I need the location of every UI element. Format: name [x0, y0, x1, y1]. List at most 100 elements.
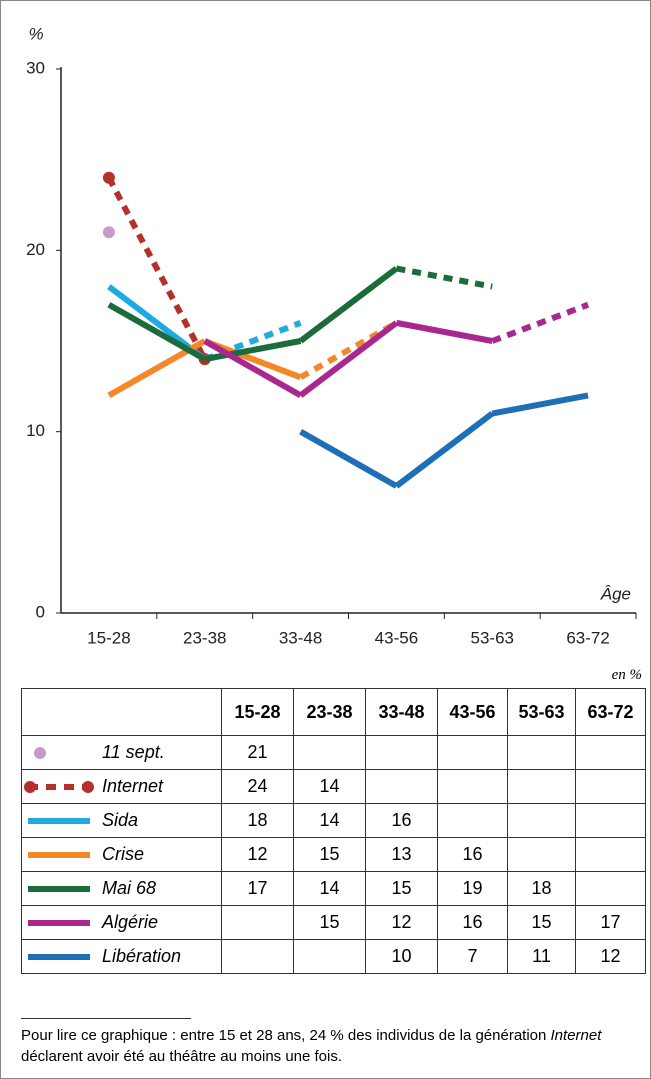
value-cell: 16 — [365, 803, 438, 838]
value-cell: 16 — [437, 837, 508, 872]
legend-swatch — [24, 781, 94, 794]
value-cell — [293, 939, 366, 974]
series-cell: Libération — [21, 939, 222, 974]
series-name: Crise — [102, 843, 145, 864]
table-row: Algérie 15 12 16 15 17 — [21, 905, 646, 940]
value-cell: 15 — [293, 905, 366, 940]
legend-swatch — [34, 747, 46, 760]
footnote: Pour lire ce graphique : entre 15 et 28 … — [21, 1025, 641, 1067]
value-cell: 17 — [221, 871, 294, 906]
line-segment — [299, 320, 398, 380]
value-cell: 24 — [221, 769, 294, 804]
legend-swatch — [28, 852, 90, 859]
table-row: Libération 10 7 11 12 — [21, 939, 646, 974]
table-header: 15-28 23-38 33-48 43-56 53-63 63-72 — [21, 688, 646, 736]
series-name: Mai 68 — [102, 877, 157, 898]
data-table: 15-28 23-38 33-48 43-56 53-63 63-72 11 sept. 2… — [21, 688, 646, 974]
x-tick-label: 53-63 — [471, 628, 514, 647]
header-cell: 63-72 — [575, 688, 646, 736]
value-cell: 13 — [365, 837, 438, 872]
chart: % Âge 0 10 20 30 15-28 23-38 33-48 43-56 53-63 63… — [26, 24, 637, 647]
series-name: 11 sept. — [102, 741, 165, 762]
value-cell: 15 — [365, 871, 438, 906]
swatch-marker — [24, 781, 36, 794]
series-cell: Algérie — [21, 905, 222, 940]
value-cell — [507, 837, 576, 872]
y-tick-label: 0 — [36, 602, 45, 621]
marker — [102, 226, 115, 239]
x-tick-label: 33-48 — [279, 628, 322, 647]
value-cell — [221, 939, 294, 974]
table-row: Internet 24 14 — [21, 769, 646, 804]
value-cell — [575, 735, 646, 770]
value-cell — [437, 769, 508, 804]
line-segment — [394, 411, 495, 489]
value-cell — [575, 769, 646, 804]
value-cell — [221, 905, 294, 940]
value-cell — [437, 803, 508, 838]
value-cell: 14 — [293, 769, 366, 804]
y-tick-label: 20 — [26, 240, 45, 259]
value-cell: 19 — [437, 871, 508, 906]
legend-swatch — [28, 818, 90, 825]
value-cell — [507, 735, 576, 770]
table-row: 11 sept. 21 — [21, 735, 646, 770]
series-name: Libération — [102, 945, 182, 966]
line-segment — [106, 176, 208, 361]
value-cell: 17 — [575, 905, 646, 940]
line-segment — [204, 338, 302, 363]
value-cell: 18 — [507, 871, 576, 906]
line-segment — [107, 302, 207, 362]
swatch-marker — [82, 781, 94, 794]
value-cell — [575, 803, 646, 838]
series-cell: Sida — [21, 803, 222, 838]
y-tick-label: 30 — [26, 58, 45, 77]
value-cell: 12 — [575, 939, 646, 974]
value-cell: 16 — [437, 905, 508, 940]
x-tick-label: 43-56 — [375, 628, 418, 647]
header-cell: 15-28 — [221, 688, 294, 736]
line-segment — [203, 338, 303, 399]
footnote-text: Internet — [550, 1027, 602, 1044]
value-cell: 7 — [437, 939, 508, 974]
footnote-text: Pour lire ce graphique : entre 15 et 28 … — [21, 1027, 551, 1044]
legend-swatch — [28, 886, 90, 893]
value-cell: 15 — [293, 837, 366, 872]
value-cell — [507, 769, 576, 804]
table-row: Crise 12 15 13 16 — [21, 837, 646, 872]
y-axis-label: % — [28, 24, 43, 43]
line-segment — [299, 429, 398, 489]
footnote-text: déclarent avoir été au théâtre au moins … — [21, 1048, 343, 1065]
value-cell — [437, 735, 508, 770]
line-segment — [298, 266, 399, 344]
value-cell — [365, 735, 438, 770]
table-row: Mai 68 17 14 15 19 18 — [21, 871, 646, 906]
x-tick-label: 15-28 — [87, 628, 130, 647]
header-cell: 53-63 — [507, 688, 576, 736]
legend-swatch — [28, 920, 90, 927]
value-cell: 14 — [293, 871, 366, 906]
series-cell: Crise — [21, 837, 222, 872]
x-tick-label: 63-72 — [566, 628, 609, 647]
legend-swatch — [28, 954, 90, 961]
line-segment — [395, 265, 493, 290]
line-segment — [491, 392, 589, 417]
value-cell: 10 — [365, 939, 438, 974]
line-segment — [491, 301, 590, 344]
header-cell: 23-38 — [293, 688, 366, 736]
value-cell: 14 — [293, 803, 366, 838]
series-cell: Internet — [21, 769, 222, 804]
x-axis-label: Âge — [600, 584, 631, 603]
y-tick-label: 10 — [26, 421, 45, 440]
value-cell — [293, 735, 366, 770]
series-cell: Mai 68 — [21, 871, 222, 906]
value-cell: 15 — [507, 905, 576, 940]
value-cell — [575, 837, 646, 872]
value-cell — [507, 803, 576, 838]
marker — [102, 171, 115, 184]
swatch-marker — [34, 747, 46, 760]
series-name: Algérie — [102, 911, 159, 932]
footnote-rule — [21, 1018, 191, 1019]
line-segment — [298, 320, 399, 398]
